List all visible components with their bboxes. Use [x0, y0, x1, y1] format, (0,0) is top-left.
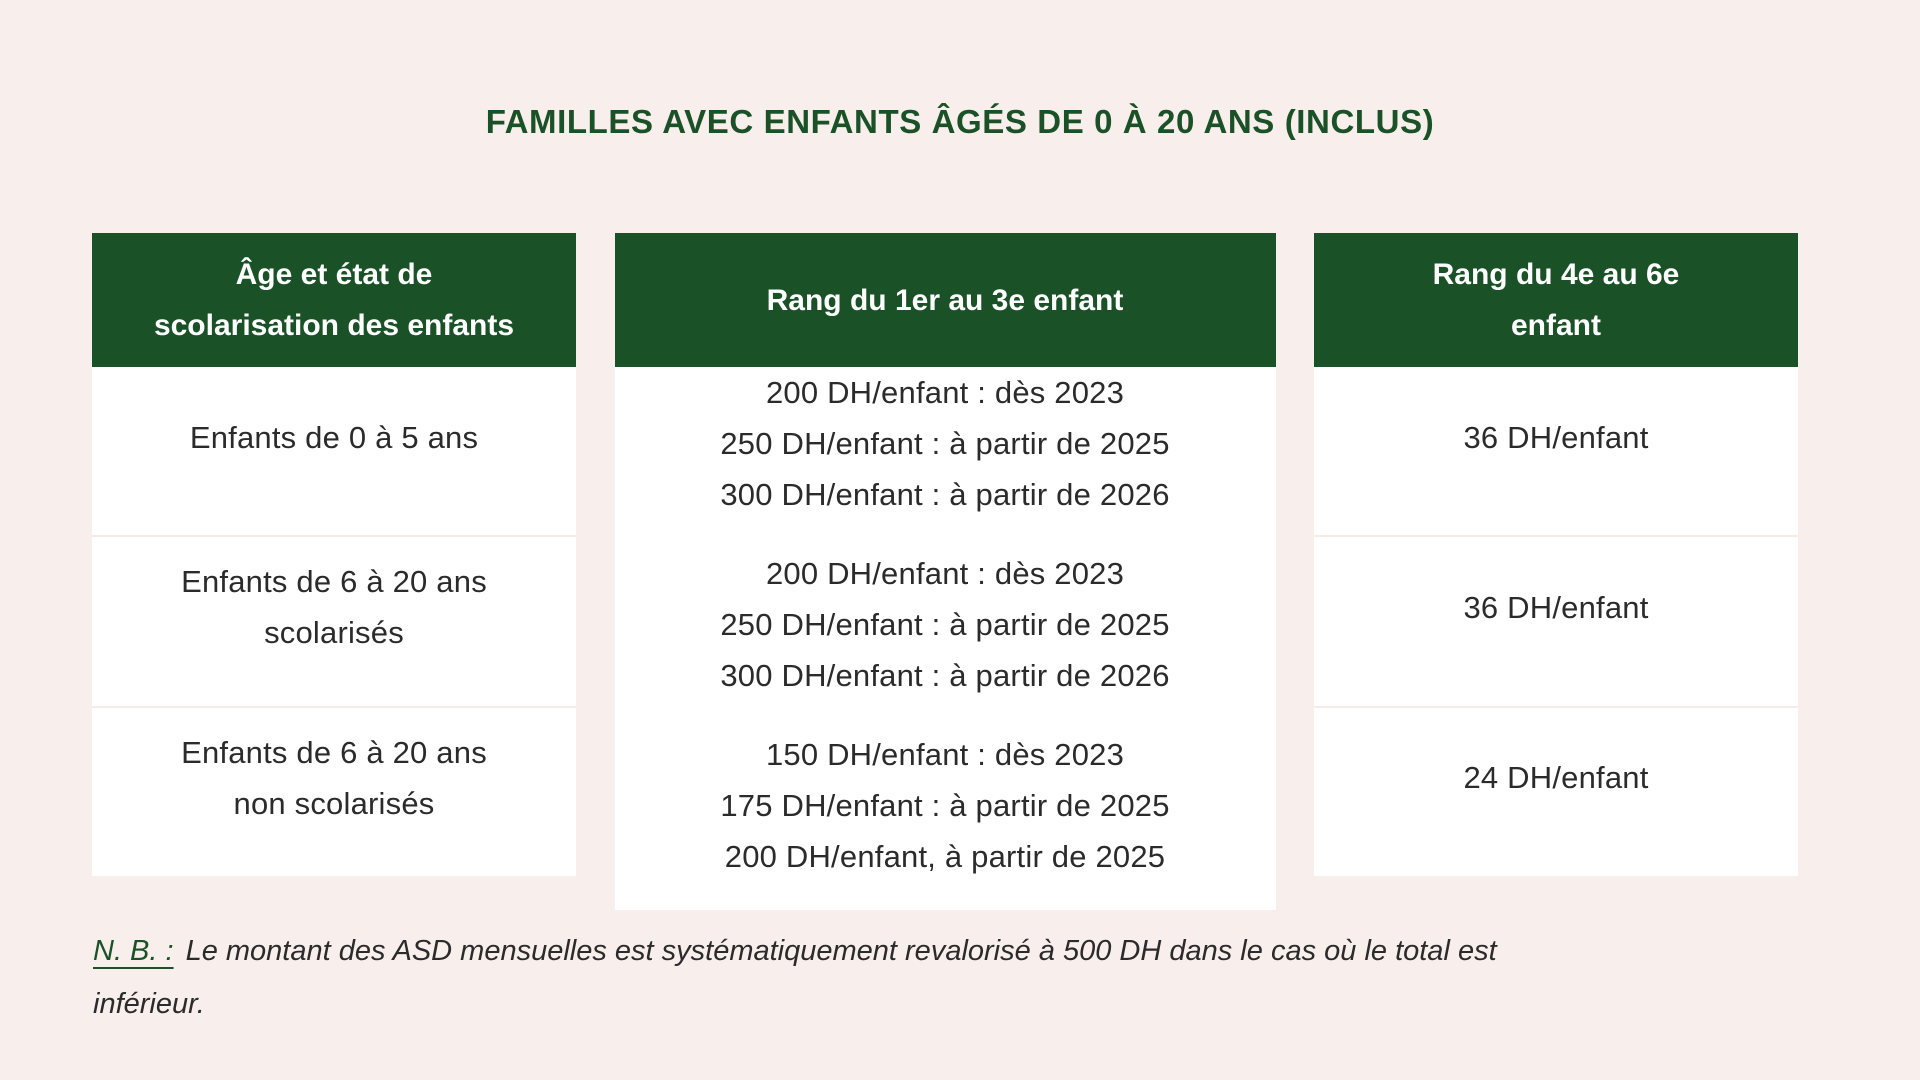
age-group-cell-row-3: Enfants de 6 à 20 ans non scolarisés — [92, 705, 576, 876]
column-header-rank-4-6: Rang du 4e au 6e enfant — [1314, 233, 1798, 367]
rank-4-6-text-row-2: 36 DH/enfant — [1463, 589, 1649, 625]
note-text: Le montant des ASD mensuelles est systém… — [93, 935, 1497, 1020]
rank-1-3-cell-row-2: 200 DH/enfant : dès 2023 250 DH/enfant :… — [615, 548, 1276, 729]
rank-1-3-text-row-3: 150 DH/enfant : dès 2023 175 DH/enfant :… — [720, 737, 1170, 874]
rank-4-6-text-row-3: 24 DH/enfant — [1463, 760, 1649, 796]
column-header-rank-1-3-text: Rang du 1er au 3e enfant — [766, 283, 1124, 317]
column-header-age-group: Âge et état de scolarisation des enfants — [92, 233, 576, 367]
age-group-cell-row-2: Enfants de 6 à 20 ans scolarisés — [92, 535, 576, 705]
age-group-text-row-2: Enfants de 6 à 20 ans scolarisés — [181, 564, 487, 651]
column-age-group-body: Enfants de 0 à 5 ans Enfants de 6 à 20 a… — [92, 367, 576, 876]
allowance-table: Âge et état de scolarisation des enfants… — [92, 233, 1798, 910]
column-header-age-group-text: Âge et état de scolarisation des enfants — [153, 258, 515, 342]
rank-4-6-cell-row-3: 24 DH/enfant — [1314, 705, 1798, 876]
column-rank-1-3: Rang du 1er au 3e enfant 200 DH/enfant :… — [614, 233, 1276, 910]
rank-1-3-cell-row-3: 150 DH/enfant : dès 2023 175 DH/enfant :… — [615, 729, 1276, 910]
age-group-text-row-1: Enfants de 0 à 5 ans — [189, 419, 479, 455]
note-label: N. B. : — [93, 935, 174, 967]
column-header-rank-1-3: Rang du 1er au 3e enfant — [614, 233, 1276, 367]
rank-1-3-cell-row-1: 200 DH/enfant : dès 2023 250 DH/enfant :… — [615, 367, 1276, 548]
rank-4-6-text-row-1: 36 DH/enfant — [1463, 419, 1649, 455]
page-title: FAMILLES AVEC ENFANTS ÂGÉS DE 0 À 20 ANS… — [485, 103, 1435, 140]
rank-1-3-text-row-2: 200 DH/enfant : dès 2023 250 DH/enfant :… — [720, 556, 1170, 693]
age-group-text-row-3: Enfants de 6 à 20 ans non scolarisés — [181, 734, 487, 821]
column-age-group: Âge et état de scolarisation des enfants… — [92, 233, 576, 876]
age-group-cell-row-1: Enfants de 0 à 5 ans — [92, 367, 576, 535]
column-header-rank-4-6-text: Rang du 4e au 6e enfant — [1432, 258, 1680, 342]
note: N. B. : Le montant des ASD mensuelles est… — [93, 925, 1853, 1031]
column-rank-4-6: Rang du 4e au 6e enfant 36 DH/enfant 36 … — [1314, 233, 1798, 876]
rank-1-3-text-row-1: 200 DH/enfant : dès 2023 250 DH/enfant :… — [720, 375, 1170, 512]
rank-4-6-cell-row-2: 36 DH/enfant — [1314, 535, 1798, 705]
column-rank-4-6-body: 36 DH/enfant 36 DH/enfant 24 DH/enfant — [1314, 367, 1798, 876]
rank-4-6-cell-row-1: 36 DH/enfant — [1314, 367, 1798, 535]
column-rank-1-3-body: 200 DH/enfant : dès 2023 250 DH/enfant :… — [614, 367, 1276, 910]
